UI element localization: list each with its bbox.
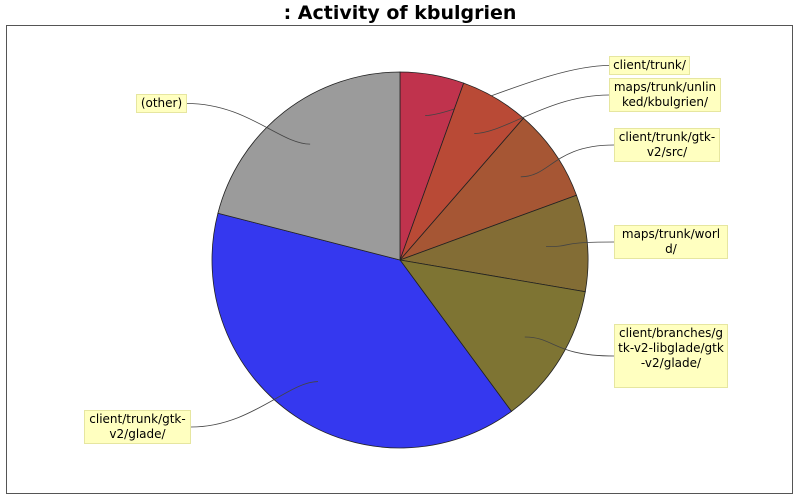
leader-line-0 bbox=[425, 65, 610, 116]
chart-title: : Activity of kbulgrien bbox=[283, 2, 517, 24]
pie-slice-6 bbox=[217, 71, 401, 261]
pie-slice-2 bbox=[399, 117, 577, 261]
leader-line-6 bbox=[186, 103, 311, 145]
leader-line-1 bbox=[474, 94, 610, 134]
leader-line-4 bbox=[524, 336, 615, 357]
slice-label-0: client/trunk/ bbox=[609, 56, 690, 75]
leader-line-5 bbox=[190, 381, 318, 428]
slice-label-6: (other) bbox=[136, 94, 187, 113]
pie-slice-4 bbox=[399, 259, 586, 412]
slice-label-5: client/trunk/gtk-v2/glade/ bbox=[84, 410, 191, 444]
slice-label-4: client/branches/gtk-v2-libglade/gtk-v2/g… bbox=[614, 324, 728, 388]
slice-label-1: maps/trunk/unlinked/kbulgrien/ bbox=[609, 78, 721, 112]
leader-line-2 bbox=[520, 144, 615, 178]
leader-line-3 bbox=[546, 241, 615, 248]
slice-label-2: client/trunk/gtk-v2/src/ bbox=[614, 128, 720, 162]
pie-slice-5 bbox=[211, 212, 513, 449]
plot-area bbox=[6, 25, 793, 494]
slice-label-3: maps/trunk/world/ bbox=[614, 225, 728, 259]
